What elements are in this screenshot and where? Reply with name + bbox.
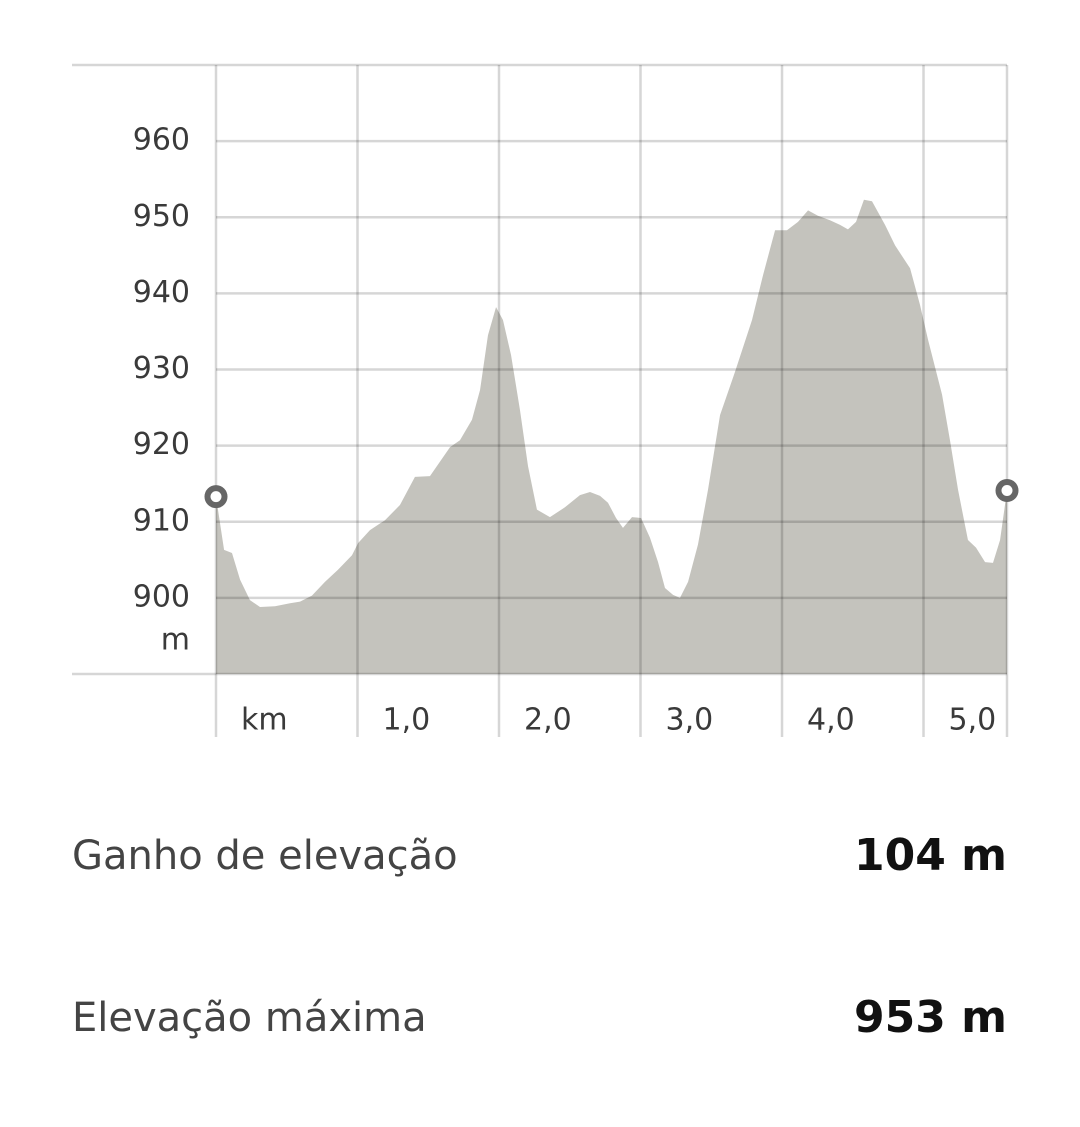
- endpoint-marker: [204, 485, 228, 509]
- y-tick-label: 950: [133, 199, 190, 234]
- stat-label: Elevação máxima: [72, 995, 427, 1041]
- y-tick-label: 910: [133, 503, 190, 538]
- x-tick-label: 5,0: [949, 703, 997, 738]
- y-unit: m: [161, 623, 190, 658]
- y-tick-label: 930: [133, 351, 190, 386]
- elevation-area: [216, 199, 1007, 674]
- endpoint-marker: [995, 479, 1019, 503]
- x-tick-label: 1,0: [383, 703, 431, 738]
- x-tick-label: 4,0: [807, 703, 855, 738]
- y-tick-label: 900: [133, 579, 190, 614]
- x-tick-label: 2,0: [524, 703, 572, 738]
- y-tick-label: 960: [133, 123, 190, 158]
- y-tick-label: 920: [133, 427, 190, 462]
- x-tick-label: 3,0: [666, 703, 714, 738]
- x-tick-label: km: [241, 703, 288, 738]
- stat-label: Ganho de elevação: [72, 833, 458, 879]
- y-tick-label: 940: [133, 275, 190, 310]
- stat-value: 104 m: [854, 830, 1007, 881]
- stat-value: 953 m: [854, 992, 1007, 1043]
